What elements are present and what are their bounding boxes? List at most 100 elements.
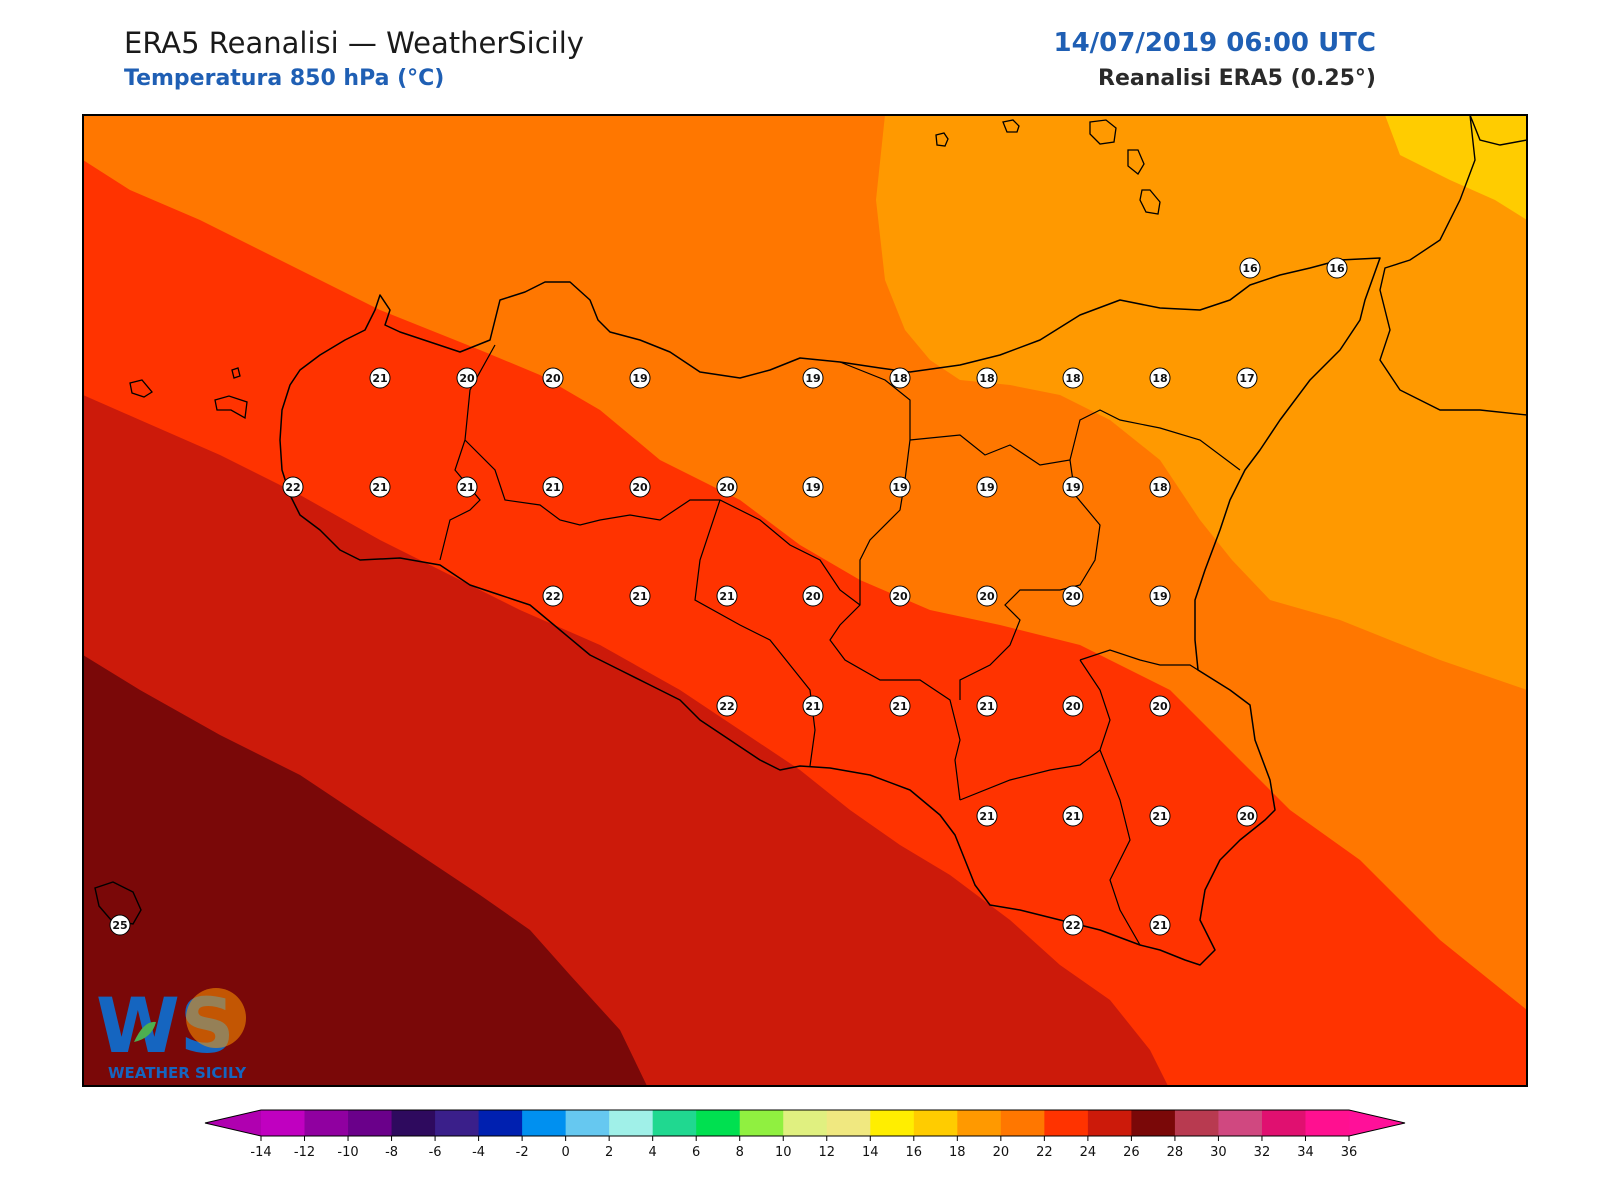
colorbar-tick-label: -8 [385, 1145, 398, 1160]
colorbar-tick-label: 10 [775, 1145, 792, 1160]
temp-label-circle [456, 476, 478, 498]
temperature-band-14-16 [1385, 115, 1527, 220]
temp-label: 21 [369, 476, 391, 498]
temp-label-value: 21 [459, 481, 474, 494]
page-title: ERA5 Reanalisi — WeatherSicily [124, 26, 584, 60]
temp-label-value: 21 [1152, 919, 1167, 932]
temp-label: 16 [1239, 257, 1261, 279]
temp-label-value: 21 [545, 481, 560, 494]
temp-label-value: 22 [719, 700, 734, 713]
colorbar-cell [1087, 1110, 1132, 1136]
weathersicily-logo: WS WEATHER SICILY [96, 981, 247, 1082]
colorbar-tick-label: 20 [993, 1145, 1010, 1160]
temp-label: 21 [1149, 805, 1171, 827]
temp-label-circle [1149, 805, 1171, 827]
temp-label-value: 20 [1239, 810, 1255, 823]
colorbar-tick-label: 18 [949, 1145, 966, 1160]
temp-label: 25 [109, 914, 131, 936]
colorbar-tick-label: -14 [250, 1145, 271, 1160]
temp-label: 17 [1236, 367, 1258, 389]
colorbar-tick-label: 4 [649, 1145, 657, 1160]
colorbar-cell [391, 1110, 436, 1136]
temp-label: 21 [976, 805, 998, 827]
colorbar-tick-label: -2 [516, 1145, 529, 1160]
temp-label-value: 21 [805, 700, 820, 713]
colorbar-tick-label: 22 [1036, 1145, 1053, 1160]
temp-label: 21 [976, 695, 998, 717]
temp-label-circle [1149, 914, 1171, 936]
colorbar-tick-label: 0 [561, 1145, 569, 1160]
temp-label: 19 [1062, 476, 1084, 498]
temp-label: 19 [802, 476, 824, 498]
temp-label-circle [1062, 367, 1084, 389]
temp-label-value: 16 [1242, 262, 1258, 275]
temp-label-circle [716, 476, 738, 498]
temp-label-value: 20 [719, 481, 735, 494]
variable-subtitle: Temperatura 850 hPa (°C) [124, 66, 445, 91]
temp-label-value: 21 [372, 481, 387, 494]
temperature-band-24-26 [83, 655, 647, 1086]
colorbar-tick-label: 36 [1341, 1145, 1358, 1160]
temp-label-circle [1149, 585, 1171, 607]
temp-label-circle [976, 476, 998, 498]
temp-label-circle [1062, 805, 1084, 827]
temp-label-circle [542, 585, 564, 607]
temp-label: 21 [369, 367, 391, 389]
temp-label-value: 19 [1152, 590, 1167, 603]
temp-label-circle [889, 476, 911, 498]
temp-label-circle [542, 476, 564, 498]
temp-label-circle [542, 367, 564, 389]
temp-label-value: 21 [1065, 810, 1080, 823]
temp-label: 19 [1149, 585, 1171, 607]
temp-label: 20 [889, 585, 911, 607]
temp-label-circle [802, 367, 824, 389]
temp-label: 20 [542, 367, 564, 389]
calabria-coastline [1379, 115, 1527, 416]
temp-label-circle [1062, 585, 1084, 607]
temp-label-value: 19 [1065, 481, 1080, 494]
sicily-coastline [279, 257, 1381, 966]
colorbar-cell [1131, 1110, 1176, 1136]
colorbar-tick-label: 32 [1254, 1145, 1271, 1160]
colorbar-tick-label: -10 [337, 1145, 358, 1160]
temp-label-circle [802, 585, 824, 607]
temp-label-value: 18 [1065, 372, 1080, 385]
colorbar-tick-label: 6 [692, 1145, 700, 1160]
temp-label-value: 21 [632, 590, 647, 603]
colorbar-cell [1174, 1110, 1219, 1136]
temp-label-circle [976, 367, 998, 389]
pantelleria-island [94, 881, 142, 925]
colorbar-cell [304, 1110, 349, 1136]
temp-label-circle [629, 585, 651, 607]
colorbar-cell [826, 1110, 871, 1136]
colorbar-over-arrow [1349, 1110, 1405, 1136]
sun-icon [186, 988, 246, 1048]
colorbar-cell [652, 1110, 697, 1136]
temp-label: 20 [1149, 695, 1171, 717]
colorbar-cell [1218, 1110, 1263, 1136]
temp-label-value: 20 [892, 590, 908, 603]
logo-name: WEATHER SICILY [108, 1064, 247, 1082]
temp-label-circle [282, 476, 304, 498]
leaf-icon [134, 1021, 156, 1042]
colorbar-cell [522, 1110, 567, 1136]
temp-label-circle [1062, 476, 1084, 498]
temp-label-value: 19 [632, 372, 647, 385]
colorbar-cell [696, 1110, 741, 1136]
temp-label-value: 20 [1065, 590, 1081, 603]
colorbar-cell [957, 1110, 1002, 1136]
temp-label-circle [1236, 805, 1258, 827]
temp-label: 18 [1149, 367, 1171, 389]
temp-label-value: 20 [1152, 700, 1168, 713]
temperature-colorbar: -14 -12 -10 -8 -6 -4 -2 0 2 4 6 8 10 12 14 16 18 20 22 24 26… [204, 1109, 1406, 1160]
temp-label: 21 [456, 476, 478, 498]
temp-label-circle [889, 695, 911, 717]
temp-label: 21 [1062, 805, 1084, 827]
temp-label-value: 22 [285, 481, 300, 494]
temp-label: 19 [802, 367, 824, 389]
temp-label: 21 [1149, 914, 1171, 936]
temp-label: 20 [976, 585, 998, 607]
temp-label: 16 [1326, 257, 1348, 279]
temp-label: 20 [1062, 695, 1084, 717]
